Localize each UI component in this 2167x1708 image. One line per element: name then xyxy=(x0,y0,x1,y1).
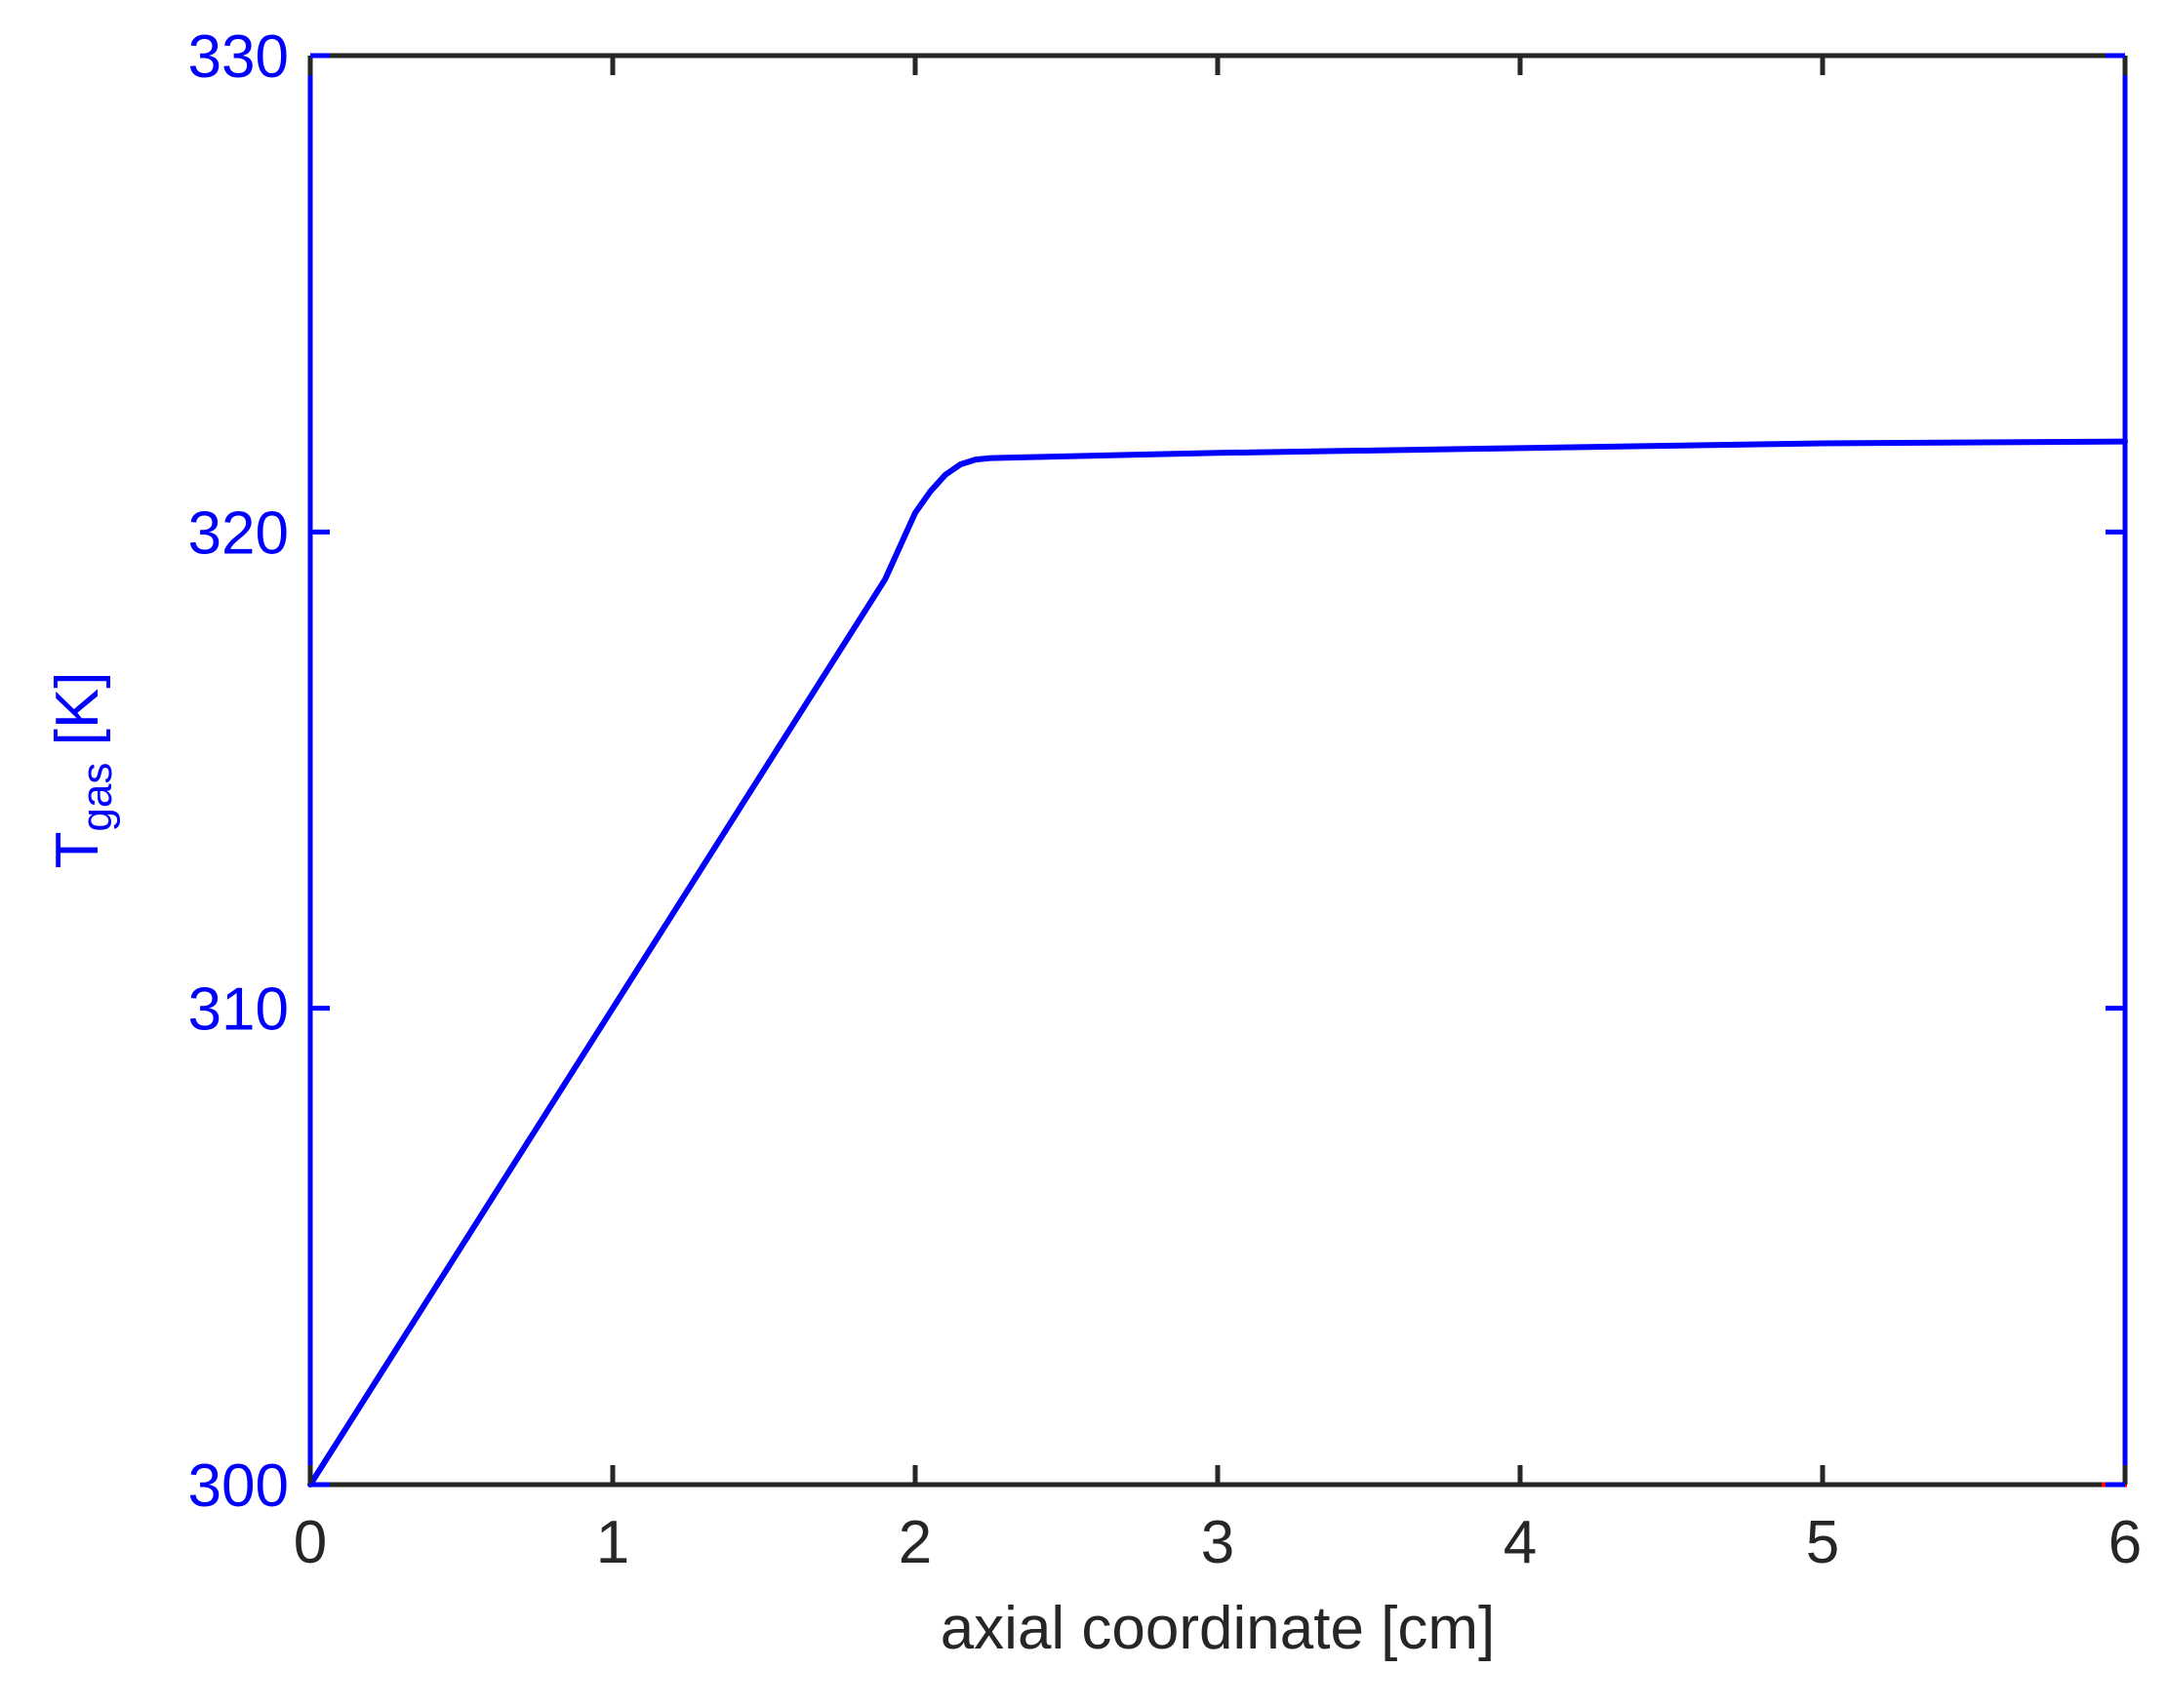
y-tick-label: 320 xyxy=(188,499,289,567)
y-axis-ticks: 300 310 320 330 xyxy=(188,23,2125,1520)
y-tick-label: 300 xyxy=(188,1452,289,1520)
x-tick-label: 1 xyxy=(596,1509,629,1576)
y-tick-label: 310 xyxy=(188,976,289,1044)
x-tick-label: 6 xyxy=(2108,1509,2142,1576)
series-layer xyxy=(307,438,2128,1488)
x-tick-label: 2 xyxy=(899,1509,932,1576)
series-line xyxy=(307,438,2128,1488)
x-tick-label: 4 xyxy=(1504,1509,1537,1576)
y-axis-label-subscript: gas xyxy=(73,763,121,832)
y-tick-label: 330 xyxy=(188,23,289,91)
x-axis-label: axial coordinate [cm] xyxy=(941,1595,1496,1662)
y-axis-label: Tgas [K] xyxy=(44,672,121,869)
x-tick-label: 0 xyxy=(294,1509,327,1576)
x-tick-label: 3 xyxy=(1201,1509,1234,1576)
y-axis-label-main: T xyxy=(44,832,111,869)
x-tick-label: 5 xyxy=(1806,1509,1839,1576)
x-axis-ticks: 0 1 2 3 4 5 6 xyxy=(294,56,2142,1576)
y-axis-label-unit: [K] xyxy=(44,672,111,763)
